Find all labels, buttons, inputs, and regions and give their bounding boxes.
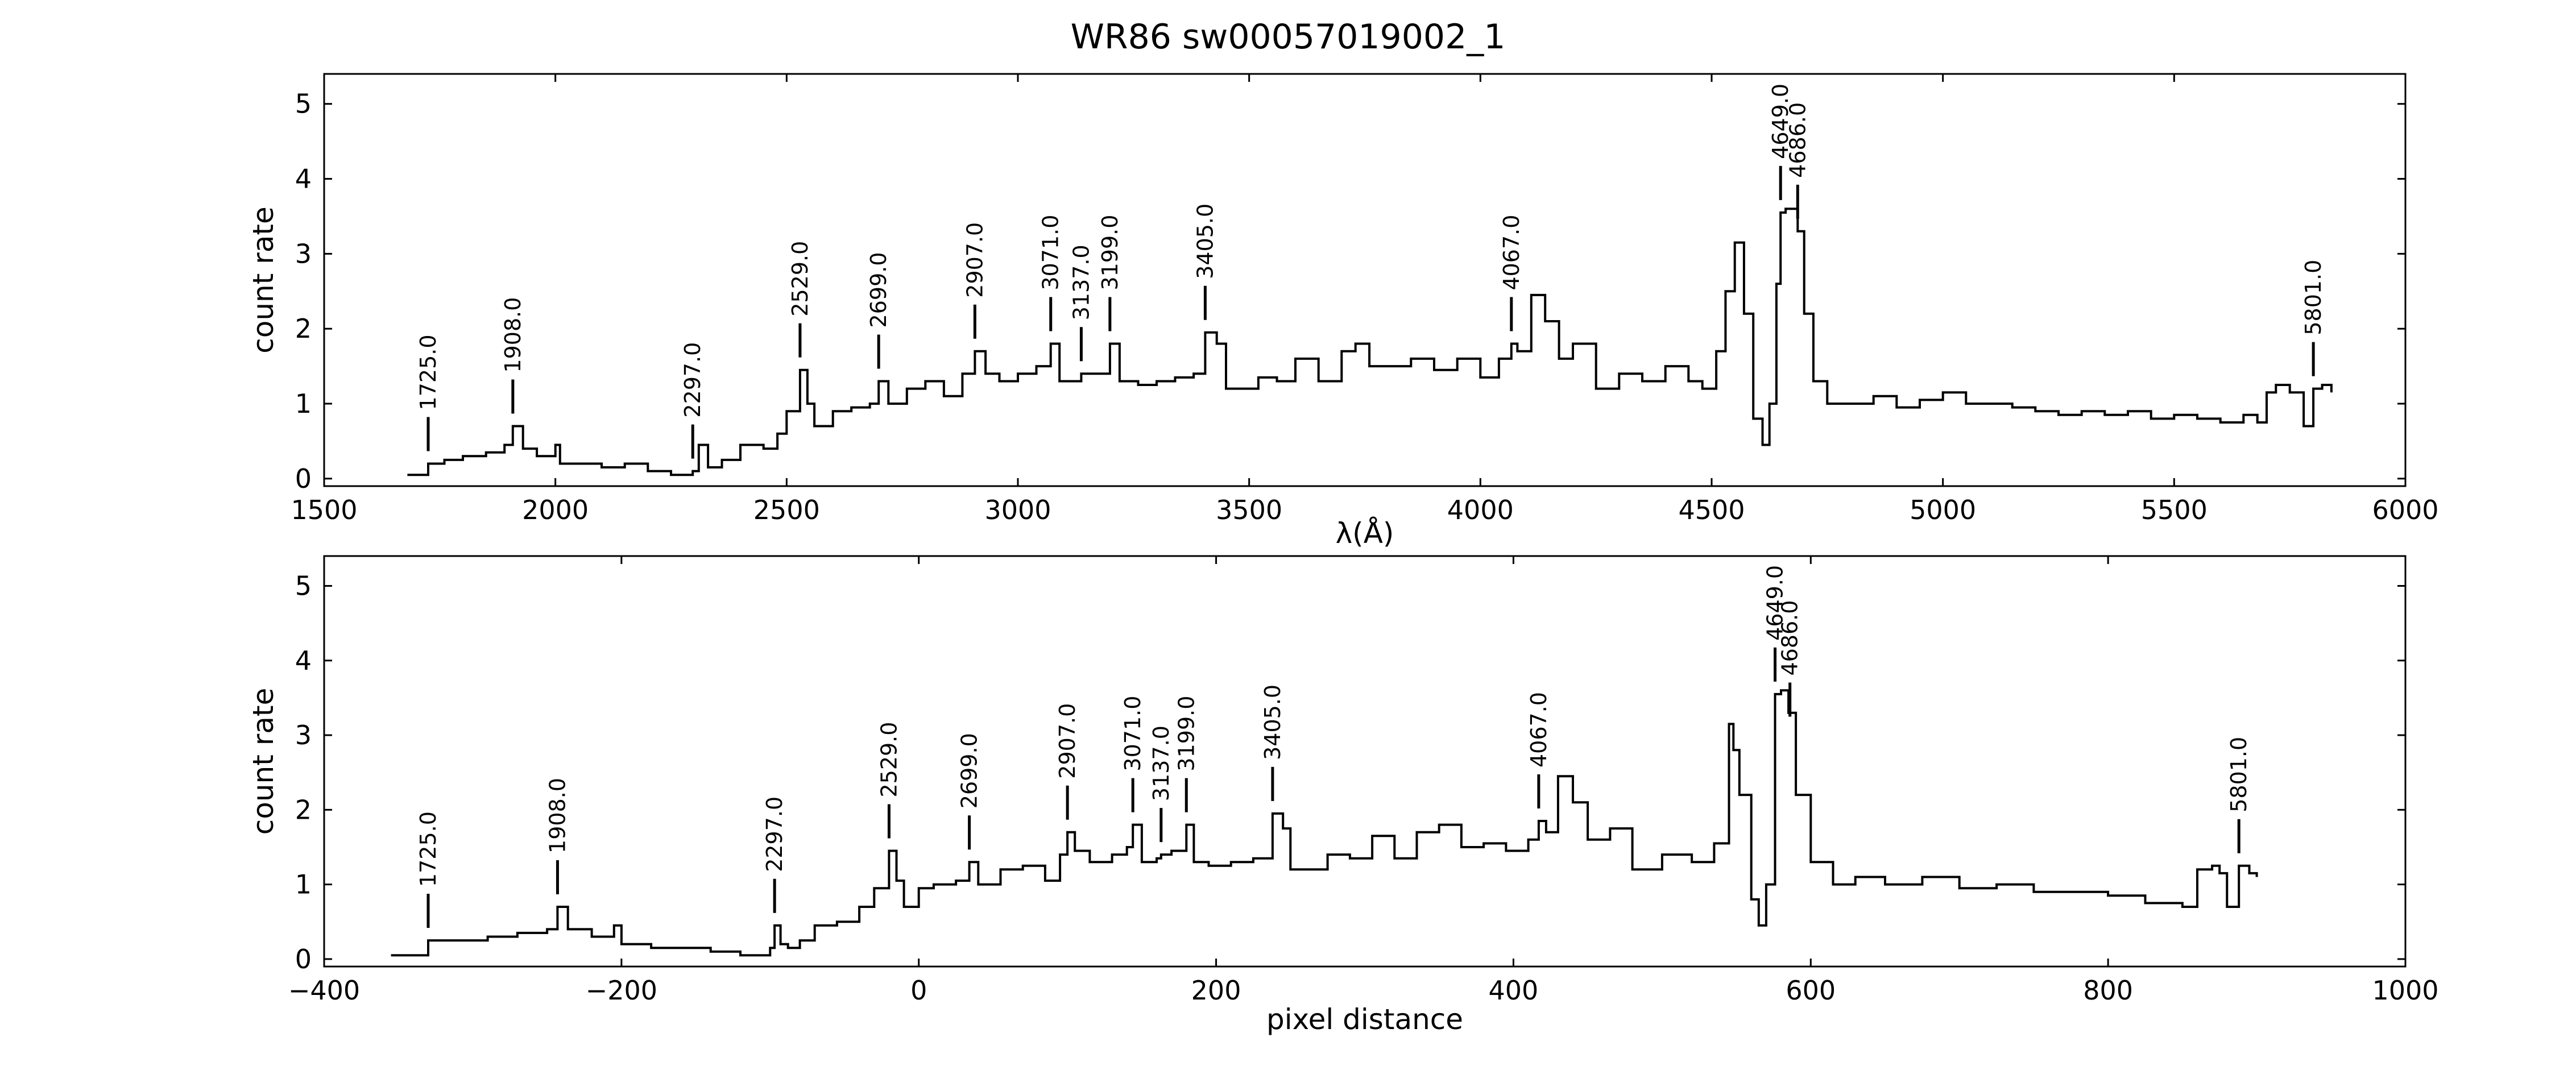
annotation-label: 4067.0 xyxy=(1526,692,1551,768)
spectrum-line-1 xyxy=(407,208,2333,476)
y-tick-label: 2 xyxy=(295,794,312,825)
annotation-label: 4686.0 xyxy=(1785,102,1810,178)
annotation-label: 3071.0 xyxy=(1038,215,1063,291)
x-tick-label: 5000 xyxy=(1910,495,1976,525)
annotation-label: 2699.0 xyxy=(866,252,891,327)
x-tick-label: 2500 xyxy=(753,495,820,525)
annotation-label: 4649.0 xyxy=(1763,565,1788,641)
axes-frame-2 xyxy=(323,555,2407,968)
y-tick-label: 2 xyxy=(295,313,312,344)
y-tick-label: 5 xyxy=(295,571,312,602)
y-tick-label: 1 xyxy=(295,869,312,900)
annotation-label: 2297.0 xyxy=(762,797,787,872)
x-tick-label: −400 xyxy=(288,975,360,1006)
x-tick-label: 600 xyxy=(1786,975,1836,1006)
x-tick-label: 5500 xyxy=(2141,495,2208,525)
annotation-label: 1908.0 xyxy=(500,297,525,373)
x-axis-label: λ(Å) xyxy=(1336,517,1394,550)
annotation-label: 3199.0 xyxy=(1174,696,1199,772)
y-axis-label: count rate xyxy=(247,688,280,835)
annotation-label: 1725.0 xyxy=(416,811,441,887)
annotation-label: 5801.0 xyxy=(2301,260,2326,335)
x-tick-label: −200 xyxy=(586,975,657,1006)
x-tick-label: 200 xyxy=(1191,975,1241,1006)
x-axis-label: pixel distance xyxy=(1266,1003,1463,1036)
axes-frame-1 xyxy=(323,73,2407,487)
x-tick-label: 1500 xyxy=(291,495,357,525)
x-tick-label: 6000 xyxy=(2372,495,2438,525)
annotation-label: 4067.0 xyxy=(1499,215,1524,291)
y-tick-label: 0 xyxy=(295,463,312,494)
x-tick-label: 400 xyxy=(1489,975,1539,1006)
annotation-label: 4686.0 xyxy=(1778,600,1803,676)
annotation-label: 2529.0 xyxy=(876,722,901,798)
y-axis-label: count rate xyxy=(247,206,280,354)
x-tick-label: 3000 xyxy=(984,495,1051,525)
x-tick-label: 4500 xyxy=(1678,495,1745,525)
annotation-label: 2907.0 xyxy=(1055,703,1080,779)
annotation-label: 1725.0 xyxy=(416,334,441,410)
x-tick-label: 1000 xyxy=(2372,975,2438,1006)
y-tick-label: 1 xyxy=(295,388,312,419)
y-tick-label: 4 xyxy=(295,164,312,194)
y-tick-label: 0 xyxy=(295,944,312,974)
annotation-label: 3405.0 xyxy=(1192,204,1217,279)
x-tick-label: 4000 xyxy=(1447,495,1514,525)
annotation-label: 1908.0 xyxy=(545,778,570,853)
annotation-label: 5801.0 xyxy=(2226,737,2251,812)
x-tick-label: 3500 xyxy=(1216,495,1282,525)
x-tick-label: 800 xyxy=(2083,975,2133,1006)
annotation-label: 4649.0 xyxy=(1768,84,1793,159)
annotation-label: 2907.0 xyxy=(962,222,987,298)
annotation-label: 3405.0 xyxy=(1260,685,1285,760)
y-tick-label: 5 xyxy=(295,89,312,119)
y-tick-label: 3 xyxy=(295,720,312,750)
spectrum-line-2 xyxy=(391,689,2258,957)
annotation-label: 3137.0 xyxy=(1068,244,1094,320)
x-tick-label: 0 xyxy=(910,975,927,1006)
y-tick-label: 3 xyxy=(295,238,312,269)
annotation-label: 3137.0 xyxy=(1149,725,1174,801)
y-tick-label: 4 xyxy=(295,645,312,676)
x-tick-label: 2000 xyxy=(522,495,589,525)
annotation-label: 2529.0 xyxy=(788,241,813,317)
annotation-label: 2699.0 xyxy=(957,733,982,808)
annotation-label: 2297.0 xyxy=(680,342,705,418)
annotation-label: 3199.0 xyxy=(1098,215,1123,291)
annotation-label: 3071.0 xyxy=(1120,696,1145,772)
figure-title: WR86 sw00057019002_1 xyxy=(1070,17,1506,57)
